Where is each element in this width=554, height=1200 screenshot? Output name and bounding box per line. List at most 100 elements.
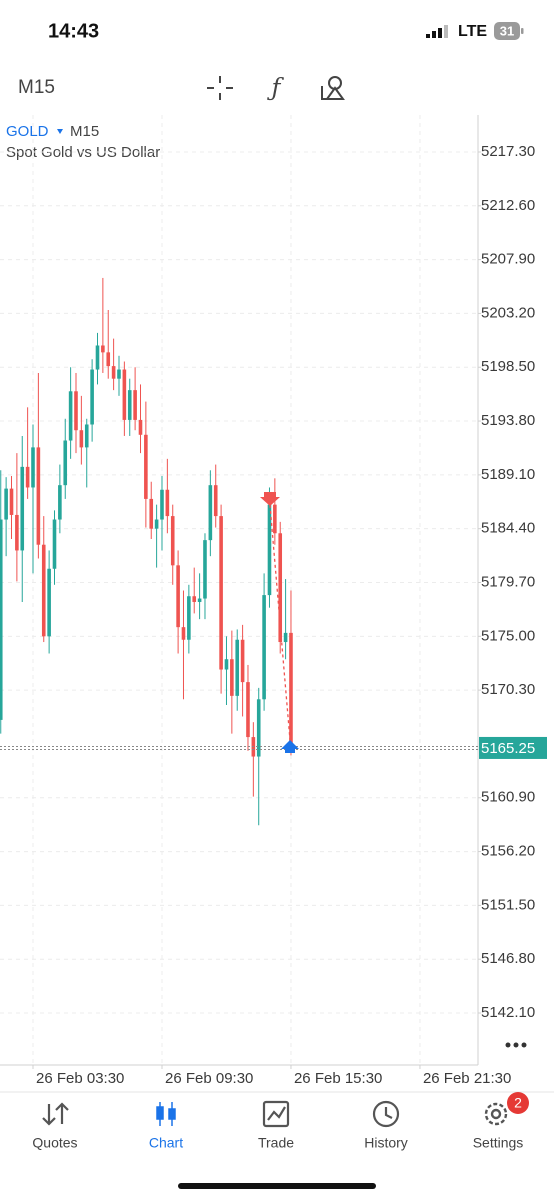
candle-body <box>154 519 159 529</box>
y-tick-label: 5217.30 <box>481 143 535 160</box>
nav-label[interactable]: Chart <box>149 1135 183 1151</box>
candle-body <box>278 533 283 643</box>
candle-body <box>79 430 84 448</box>
candle-body <box>68 391 73 441</box>
candle-body <box>95 345 100 370</box>
candle-body <box>230 659 234 696</box>
sell-marker <box>260 492 280 506</box>
nav-label[interactable]: Quotes <box>32 1135 77 1151</box>
settings-badge: 2 <box>514 1095 522 1111</box>
candle-body <box>203 540 207 599</box>
candle-body <box>138 419 143 435</box>
symbol-label[interactable]: GOLD <box>6 123 49 140</box>
candle-body <box>31 447 35 488</box>
candle-body <box>267 504 272 596</box>
timeframe-button[interactable]: M15 <box>18 77 55 98</box>
symbol-dropdown[interactable] <box>57 129 63 134</box>
candle-body <box>197 598 202 602</box>
candle-body <box>192 596 197 602</box>
candle-body <box>208 485 213 541</box>
candle-body <box>127 390 132 420</box>
y-tick-label: 5179.70 <box>481 573 535 590</box>
candle-body <box>213 485 218 517</box>
candle-body <box>240 639 245 683</box>
candle-body <box>74 391 78 431</box>
nav-label[interactable]: History <box>364 1135 408 1151</box>
candle-body <box>111 366 116 379</box>
settings-icon[interactable] <box>484 1102 508 1126</box>
candle-body <box>84 424 89 448</box>
candle-body <box>235 639 240 696</box>
nav-label[interactable]: Settings <box>473 1135 524 1151</box>
home-indicator <box>178 1183 376 1189</box>
chart-icon[interactable] <box>156 1102 176 1126</box>
candle-body <box>41 544 46 637</box>
objects-button[interactable] <box>321 76 345 100</box>
candle-body <box>283 632 288 643</box>
y-tick-label: 5142.10 <box>481 1004 535 1021</box>
candle-body <box>90 369 94 425</box>
candle-body <box>20 466 25 551</box>
candle-body <box>9 488 14 515</box>
network-label: LTE <box>458 23 487 40</box>
battery-icon <box>494 22 520 40</box>
crosshair-button[interactable] <box>207 76 233 100</box>
y-tick-label: 5203.20 <box>481 304 535 321</box>
y-tick-label: 5146.80 <box>481 950 535 967</box>
candle-body <box>58 485 62 520</box>
candle-body <box>289 632 293 748</box>
chart-timeframe: M15 <box>70 123 99 140</box>
candles <box>0 277 293 826</box>
candle-body <box>122 369 127 420</box>
signal-icon <box>426 25 448 38</box>
x-tick-label: 26 Feb 03:30 <box>36 1070 124 1087</box>
candle-body <box>256 699 261 757</box>
candle-body <box>273 504 277 534</box>
quotes-icon[interactable] <box>42 1102 69 1126</box>
axes: 5217.30 5212.60 5207.90 5203.20 5198.50 5193.… <box>0 143 547 1087</box>
more-button[interactable] <box>505 1042 527 1048</box>
candle-body <box>224 659 229 670</box>
status-time: 14:43 <box>48 20 99 42</box>
candle-body <box>160 489 164 520</box>
y-tick-label: 5160.90 <box>481 789 535 806</box>
y-tick-label: 5207.90 <box>481 251 535 268</box>
candle-body <box>181 627 186 640</box>
candle-body <box>262 595 266 700</box>
grid <box>0 115 478 1065</box>
current-price-box <box>479 736 547 759</box>
nav-label[interactable]: Trade <box>258 1135 294 1151</box>
candle-body <box>187 596 191 640</box>
candle-body <box>25 466 30 488</box>
candle-body <box>246 682 250 738</box>
current-price-label: 5165.25 <box>481 740 535 757</box>
buy-marker <box>281 740 299 753</box>
candle-body <box>15 514 19 551</box>
x-tick-label: 26 Feb 21:30 <box>423 1070 511 1087</box>
candle-body <box>0 519 3 720</box>
x-tick-label: 26 Feb 09:30 <box>165 1070 253 1087</box>
candle-body <box>170 516 175 566</box>
y-tick-label: 5151.50 <box>481 896 535 913</box>
candle-body <box>106 352 111 367</box>
y-tick-label: 5184.40 <box>481 520 535 537</box>
history-icon[interactable] <box>372 1100 400 1128</box>
y-tick-label: 5170.30 <box>481 681 535 698</box>
trade-icon[interactable] <box>262 1100 290 1128</box>
candle-body <box>165 489 170 517</box>
candle-body <box>36 447 41 545</box>
settings-badge-bg <box>507 1092 529 1114</box>
y-tick-label: 5212.60 <box>481 197 535 214</box>
y-tick-label: 5189.10 <box>481 466 535 483</box>
candle-body <box>144 434 148 499</box>
battery-level: 31 <box>500 23 514 38</box>
candle-body <box>47 568 51 637</box>
y-tick-label: 5193.80 <box>481 412 535 429</box>
y-tick-label: 5175.00 <box>481 627 535 644</box>
candle-body <box>219 516 223 670</box>
indicators-button[interactable]: ƒ <box>267 74 285 102</box>
y-tick-label: 5198.50 <box>481 358 535 375</box>
battery-tip <box>521 28 524 34</box>
